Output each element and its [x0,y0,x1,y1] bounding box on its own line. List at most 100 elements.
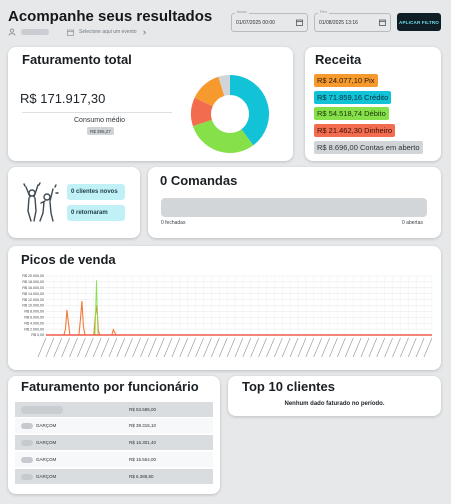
table-row[interactable]: R$ 53.585,00 [15,402,213,417]
faturamento-funcionario-title: Faturamento por funcionário [21,379,199,394]
employee-name: GARÇOM [36,457,57,462]
y-tick-label: R$ 16.000,00 [22,286,44,290]
comandas-title: 0 Comandas [160,173,238,188]
x-tick-label [148,337,157,358]
x-tick-label [423,337,433,358]
receita-contas-aberto-chip: R$ 8.696,00 Contas em aberto [314,141,423,154]
y-tick-label: R$ 12.000,00 [22,298,44,302]
x-tick-label [132,337,141,358]
series-line-1 [46,280,432,336]
employee-value: R$ 16.301,40 [129,440,157,445]
table-row[interactable]: GARÇOM R$ 6.388,80 [15,469,213,484]
picos-venda-chart: R$ 0,00 R$ 2.000,00 R$ 4.000,00R$ 6.000,00… [22,274,433,358]
x-tick-label [84,337,94,358]
comandas-fechadas-label: 0 fechadas [161,220,186,226]
table-row[interactable]: GARÇOM R$ 15.554,00 [15,452,213,467]
receita-pix-chip: R$ 24.077,10 Pix [314,74,378,87]
x-tick-label [100,337,110,358]
x-tick-label [77,337,86,358]
x-tick-label [360,337,370,358]
x-tick-label [171,337,181,358]
apply-filter-button[interactable]: APLICAR FILTRO [397,13,441,31]
start-date-field[interactable]: 01/07/2025 00:00 Início [231,9,308,32]
x-tick-label [124,337,133,358]
receita-credito-chip: R$ 71.859,16 Crédito [314,91,392,104]
y-tick-label: R$ 0,00 [31,333,44,337]
calendar-icon [67,29,74,36]
faturamento-total-value: R$ 171.917,30 [20,91,106,106]
x-tick-label [163,337,173,358]
y-tick-label: R$ 4.000,00 [24,321,44,325]
divider [22,112,172,113]
avatar [21,422,33,429]
x-tick-label [321,337,330,358]
employee-name: GARÇOM [36,440,57,445]
employee-value: R$ 39.315,10 [129,423,157,428]
y-tick-label: R$ 20.000,00 [22,274,44,278]
receita-debito-chip: R$ 54.518,74 Débito [314,107,389,120]
donut-slice-2 [191,97,214,127]
user-name [21,29,49,35]
donut-slice-1 [192,119,254,153]
consumo-medio-label: Consumo médio [74,117,125,124]
employee-name: GARÇOM [36,423,57,428]
x-tick-label [218,337,228,358]
x-tick-label [211,337,220,358]
employee-value: R$ 53.585,00 [129,407,157,412]
x-tick-label [226,337,236,358]
x-tick-label [266,337,275,358]
clientes-retornaram-chip: 0 retornaram [67,205,125,221]
avatar [21,456,33,463]
picos-venda-title: Picos de venda [21,252,116,267]
x-tick-label [289,337,299,358]
y-tick-label: R$ 2.000,00 [24,327,44,331]
user-event-row: Selecione aqui um evento [8,27,147,37]
x-tick-label [274,337,283,358]
x-tick-label [305,337,315,358]
x-tick-label [407,337,417,358]
employee-name [21,405,63,414]
x-tick-label [250,337,259,358]
calendar-icon[interactable] [379,19,386,26]
top-clientes-empty-message: Nenhum dado faturado no período. [284,401,385,407]
employee-value: R$ 6.388,80 [129,474,154,479]
x-tick-label [329,337,338,358]
x-tick-label [140,337,149,358]
top-clientes-card [228,376,441,416]
x-tick-label [116,337,126,358]
x-tick-label [155,337,165,358]
revenue-donut-chart [191,75,269,153]
x-tick-label [234,337,244,358]
end-date-field[interactable]: 01/08/2025 13:16 Fim [314,9,391,32]
x-tick-label [337,337,346,358]
x-tick-label [400,337,409,358]
table-row[interactable]: GARÇOM R$ 39.315,10 [15,418,213,433]
x-tick-label [376,337,386,358]
y-tick-label: R$ 8.000,00 [24,310,44,314]
x-tick-label [187,337,196,358]
top-clientes-title: Top 10 clientes [242,379,335,394]
employee-name: GARÇOM [36,474,57,479]
clientes-novos-chip: 0 clientes novos [67,184,125,200]
start-date-value[interactable]: 01/07/2025 00:00 [236,19,275,26]
avatar [21,473,33,480]
y-tick-label: R$ 14.000,00 [22,292,44,296]
x-tick-label [53,337,63,358]
comandas-abertas-label: 0 abertas [402,220,423,226]
comandas-progress-bar [161,198,427,217]
x-tick-label [368,337,378,358]
donut-slice-4 [218,75,231,96]
x-tick-label [384,337,393,358]
celebrating-people-icon [23,182,59,222]
clientes-card [8,167,140,238]
table-row[interactable]: GARÇOM R$ 16.301,40 [15,435,213,450]
faturamento-total-title: Faturamento total [22,52,132,67]
page-title: Acompanhe seus resultados [8,8,213,25]
x-tick-label [203,337,212,358]
end-date-value[interactable]: 01/08/2025 13:16 [319,19,358,26]
event-selector[interactable]: Selecione aqui um evento [79,29,137,35]
x-tick-label [258,337,267,358]
x-tick-label [108,337,118,358]
calendar-icon[interactable] [296,19,303,26]
employee-value: R$ 15.554,00 [129,457,157,462]
